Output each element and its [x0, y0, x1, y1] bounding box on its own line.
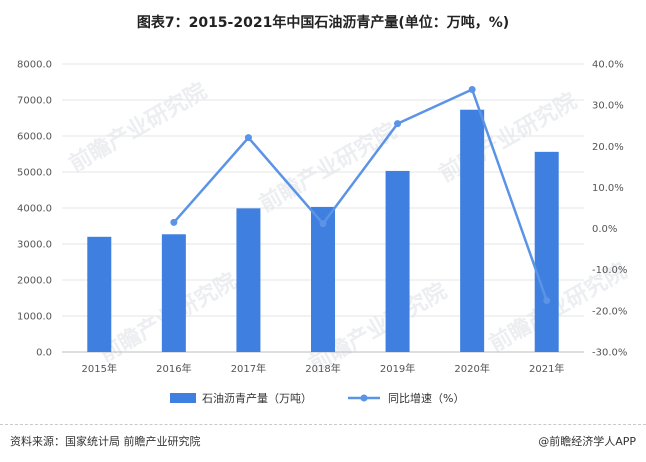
bar: [311, 206, 335, 352]
right-tick-label: 40.0%: [592, 60, 624, 71]
right-tick-label: 10.0%: [592, 183, 624, 194]
bar: [236, 208, 261, 352]
source-note: 资料来源：国家统计局 前瞻产业研究院: [10, 435, 201, 448]
legend-bar-swatch: [170, 393, 196, 403]
left-tick-label: 6000.0: [17, 132, 52, 143]
line-point: [319, 220, 327, 228]
right-tick-label: 30.0%: [592, 101, 624, 112]
right-tick-label: 20.0%: [592, 142, 624, 153]
footer-divider: [0, 424, 646, 425]
left-tick-label: 7000.0: [17, 96, 52, 107]
bar: [385, 170, 410, 352]
right-tick-label: -20.0%: [592, 306, 627, 317]
x-axis: 2015年 2016年 2017年 2018年 2019年 2020年 2021年: [82, 362, 565, 375]
left-tick-label: 0.0: [36, 348, 52, 359]
bar: [534, 151, 559, 352]
bar: [87, 236, 112, 352]
x-tick-label: 2019年: [380, 362, 415, 375]
legend: 石油沥青产量（万吨） 同比增速（%）: [170, 391, 464, 405]
left-tick-label: 1000.0: [17, 312, 52, 323]
left-tick-label: 3000.0: [17, 240, 52, 251]
legend-line-label: 同比增速（%）: [388, 391, 464, 405]
bar: [161, 234, 186, 352]
x-tick-label: 2021年: [529, 362, 564, 375]
left-tick-label: 4000.0: [17, 204, 52, 215]
growth-line: [172, 88, 548, 301]
left-tick-label: 2000.0: [17, 276, 52, 287]
legend-line-marker: [360, 394, 368, 402]
line-point: [244, 134, 252, 142]
left-tick-label: 5000.0: [17, 168, 52, 179]
line-point: [170, 218, 178, 226]
x-tick-label: 2017年: [231, 362, 266, 375]
brand-label: @前瞻经济学人APP: [538, 435, 636, 448]
right-tick-label: -10.0%: [592, 265, 627, 276]
right-tick-label: 0.0%: [592, 224, 617, 235]
line-point: [394, 120, 402, 128]
x-tick-label: 2016年: [156, 362, 191, 375]
x-tick-label: 2015年: [82, 362, 117, 375]
line-series: [170, 86, 551, 305]
left-tick-label: 8000.0: [17, 60, 52, 71]
chart-title: 图表7：2015-2021年中国石油沥青产量(单位：万吨，%): [136, 15, 510, 31]
bar-series: [87, 109, 559, 352]
legend-bar-label: 石油沥青产量（万吨）: [202, 391, 312, 405]
x-tick-label: 2018年: [305, 362, 340, 375]
line-point: [468, 86, 476, 94]
x-tick-label: 2020年: [454, 362, 489, 375]
right-axis: -30.0% -20.0% -10.0% 0.0% 10.0% 20.0% 30.0% 40.…: [592, 60, 627, 359]
right-tick-label: -30.0%: [592, 348, 627, 359]
bar: [460, 109, 485, 352]
line-point: [543, 297, 551, 305]
left-axis: 0.0 1000.0 2000.0 3000.0 4000.0 5000.0 6000.0 7…: [17, 60, 52, 359]
